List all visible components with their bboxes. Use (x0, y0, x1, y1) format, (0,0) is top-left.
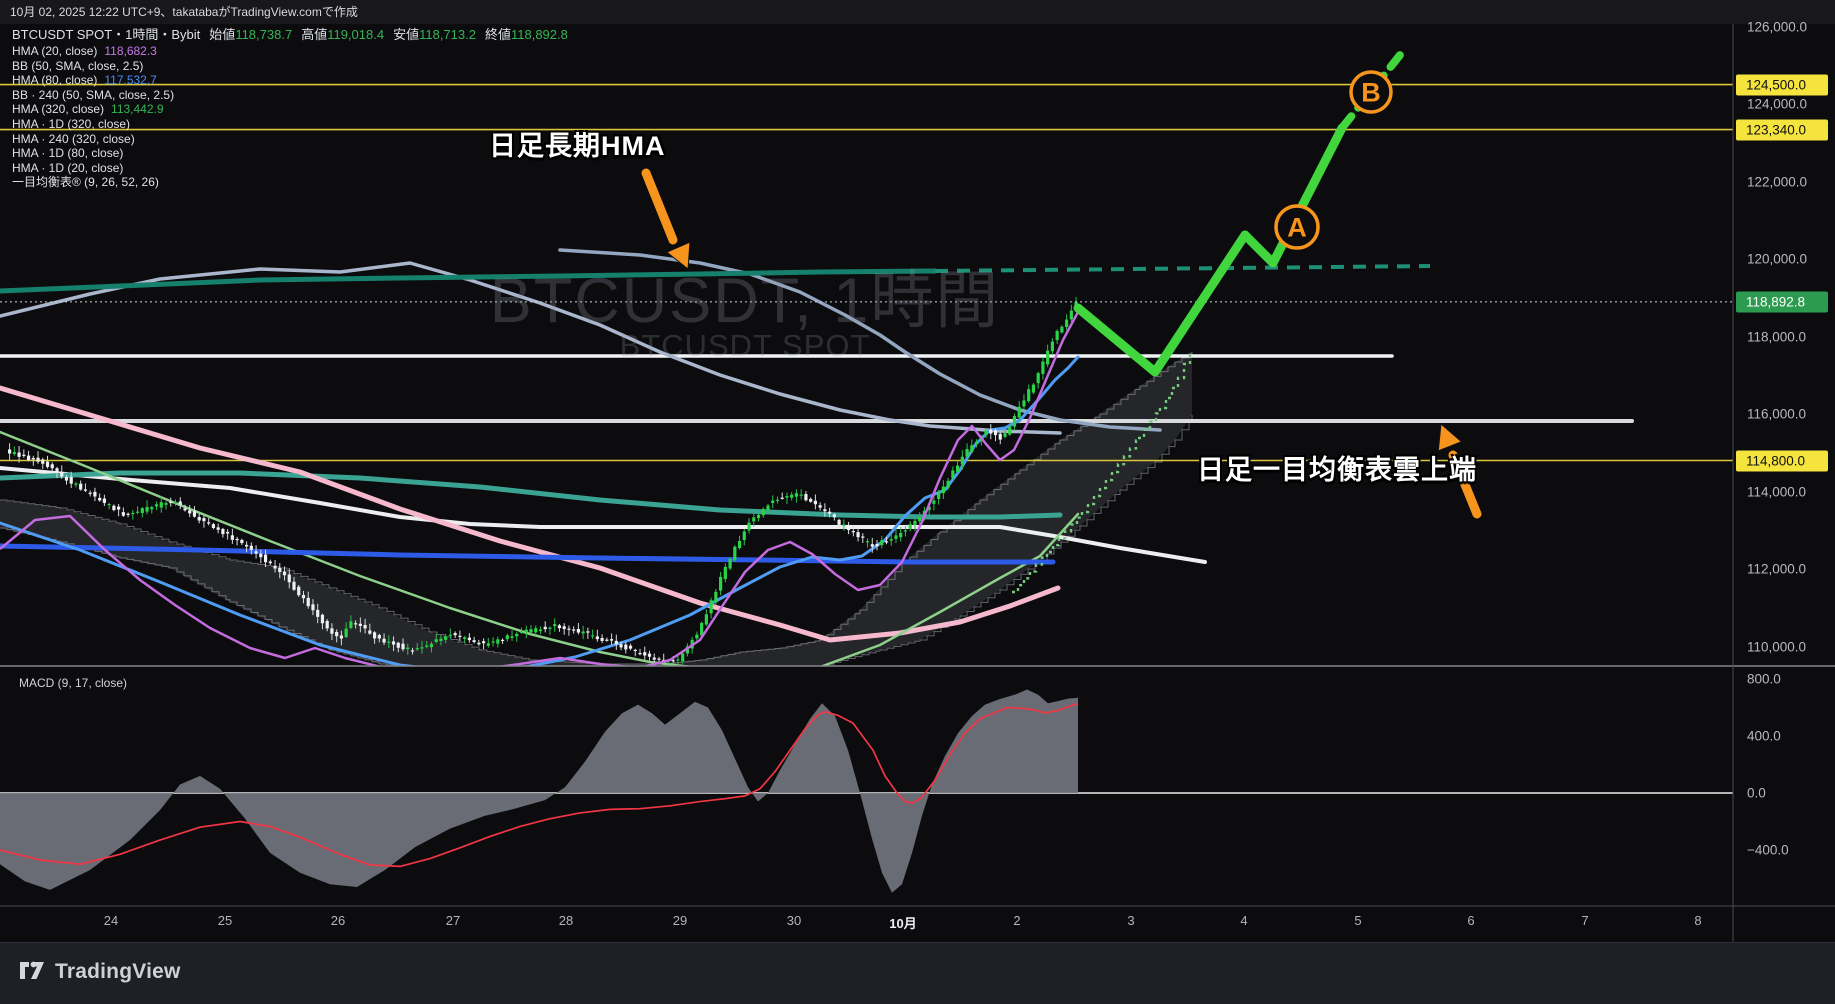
bb240-lower-pink[interactable] (0, 385, 1061, 643)
time-tick-label: 7 (1581, 913, 1589, 928)
macd-tick-label: 800.0 (1747, 671, 1781, 687)
price-level-label: 114,800.0 (1736, 450, 1828, 471)
bottom-toolbar: TradingView (0, 942, 1835, 1004)
hma-1d-80[interactable] (558, 248, 1162, 432)
time-tick-label: 29 (672, 913, 688, 928)
annotation-daily-cloud-top: 日足一目均衡表雲上端 (1197, 455, 1477, 485)
projection-zigzag-dashed[interactable] (1338, 51, 1404, 132)
hma-arrow-head (665, 241, 691, 270)
price-level-label: 118,892.8 (1736, 291, 1828, 313)
indicator-label: HMA (80, close) (12, 73, 98, 88)
bb-basis-blue[interactable] (0, 543, 1056, 565)
wave-marker-label: B (1361, 78, 1381, 108)
time-tick-label: 6 (1467, 913, 1475, 928)
time-tick-label: 3 (1127, 913, 1135, 928)
indicator-label: BB (50, SMA, close, 2.5) (12, 58, 144, 73)
symbol-title: BTCUSDT SPOT・1時間・Bybit (12, 27, 201, 42)
indicator-value: 113,442.9 (111, 102, 164, 117)
ohlc-field: 始値118,738.7 (209, 27, 293, 42)
wave-marker-a[interactable] (1274, 204, 1320, 250)
wave-marker-b[interactable] (1349, 70, 1393, 114)
macd-panel (0, 689, 1733, 893)
legend-row[interactable]: 一目均衡表® (9, 26, 52, 26) (12, 175, 568, 190)
indicator-label: HMA · 1D (80, close) (12, 146, 124, 161)
macd-area (0, 689, 1078, 893)
indicator-value: 118,682.3 (104, 44, 157, 58)
time-tick-label: 4 (1240, 913, 1248, 928)
cloud-arrow-head (1437, 422, 1463, 452)
daily-stepline[interactable] (0, 466, 1207, 564)
legend-symbol-row[interactable]: BTCUSDT SPOT・1時間・Bybit 始値118,738.7 高値119,0… (12, 27, 568, 43)
time-tick-label: 5 (1354, 913, 1362, 928)
price-tick-label: 120,000.0 (1747, 251, 1808, 267)
indicator-label: HMA · 240 (320, close) (12, 131, 135, 146)
wave-marker-label: A (1287, 213, 1307, 243)
legend-row[interactable]: HMA · 1D (320, close) (12, 117, 568, 132)
hma-1d-20[interactable] (0, 261, 1062, 435)
ohlc-field: 高値119,018.4 (301, 27, 385, 42)
ohlc-field: 安値118,713.2 (393, 27, 476, 42)
price-level-label: 123,340.0 (1736, 119, 1828, 140)
hma-240-320[interactable] (0, 470, 1063, 520)
time-tick-label: 8 (1694, 913, 1702, 928)
price-tick-label: 116,000.0 (1747, 406, 1807, 422)
price-tick-label: 114,000.0 (1747, 484, 1807, 499)
tradingview-wordmark: TradingView (55, 960, 181, 983)
legend-row[interactable]: HMA (20, close) 118,682.3 (12, 44, 568, 59)
indicator-value: 117,532.7 (104, 73, 157, 88)
macd-signal-line (0, 702, 1079, 868)
price-tick-label: 110,000.0 (1747, 639, 1807, 654)
ohlc-field: 終値118,892.8 (484, 27, 568, 42)
time-tick-label: 2 (1013, 913, 1021, 928)
future-cloud-edge-dotted (1012, 350, 1192, 594)
tradingview-logo[interactable]: TradingView (18, 959, 181, 985)
macd-tick-label: −400.0 (1747, 842, 1789, 858)
indicator-label: HMA · 1D (20, close) (12, 160, 124, 175)
time-tick-label: 30 (786, 913, 802, 928)
legend-row[interactable]: BB (50, SMA, close, 2.5) (12, 59, 568, 74)
indicator-label: HMA (20, close) (12, 44, 98, 58)
hma-320-hourly[interactable] (0, 430, 1080, 670)
time-tick-label: 27 (445, 913, 461, 928)
price-tick-label: 126,000.0 (1747, 19, 1808, 34)
macd-legend[interactable]: MACD (9, 17, close) (19, 676, 128, 690)
projection-zigzag[interactable] (1073, 123, 1347, 377)
time-tick-label: 26 (330, 913, 346, 928)
price-tick-label: 112,000.0 (1747, 561, 1807, 577)
price-tick-label: 118,000.0 (1747, 329, 1807, 344)
indicator-label: HMA · 1D (320, close) (12, 116, 131, 131)
legend-row[interactable]: HMA · 1D (80, close) (12, 146, 568, 161)
ichimoku-cloud (0, 352, 1192, 666)
time-tick-label: 10月 (889, 916, 917, 931)
hma-1d-320-teal[interactable] (0, 268, 938, 294)
legend-row[interactable]: HMA · 1D (20, close) (12, 161, 568, 176)
price-tick-label: 124,000.0 (1747, 96, 1808, 112)
indicator-label: BB · 240 (50, SMA, close, 2.5) (12, 87, 175, 102)
price-tick-label: 122,000.0 (1747, 174, 1808, 189)
snapshot-attribution-bar: 10月 02, 2025 12:22 UTC+9、takatabaがTradin… (0, 0, 1835, 24)
legend-row[interactable]: HMA (320, close) 113,442.9 (12, 102, 568, 117)
hma-arrow (641, 168, 678, 245)
hma-20-hourly[interactable] (0, 311, 1080, 672)
indicator-legend: BTCUSDT SPOT・1時間・Bybit 始値118,738.7 高値119,0… (12, 27, 568, 190)
macd-tick-label: 400.0 (1747, 728, 1781, 744)
indicator-label: 一目均衡表® (9, 26, 52, 26) (12, 175, 159, 190)
price-level-label: 124,500.0 (1736, 74, 1828, 96)
legend-row[interactable]: HMA · 240 (320, close) (12, 132, 568, 147)
time-tick-label: 24 (103, 913, 119, 928)
time-tick-label: 25 (217, 913, 233, 928)
time-tick-label: 28 (558, 913, 574, 928)
annotation-daily-hma: 日足長期HMA (489, 131, 666, 161)
legend-row[interactable]: HMA (80, close) 117,532.7 (12, 73, 568, 88)
macd-tick-label: 0.0 (1747, 785, 1766, 801)
main-panel (0, 83, 1733, 672)
indicator-label: HMA (320, close) (12, 102, 105, 117)
legend-row[interactable]: BB · 240 (50, SMA, close, 2.5) (12, 88, 568, 103)
hma-1d-320-dashed[interactable] (934, 264, 1431, 273)
attribution-text: 10月 02, 2025 12:22 UTC+9、takatabaがTradin… (10, 5, 358, 19)
cloud-arrow (1448, 450, 1482, 519)
tradingview-logo-icon (20, 961, 44, 979)
